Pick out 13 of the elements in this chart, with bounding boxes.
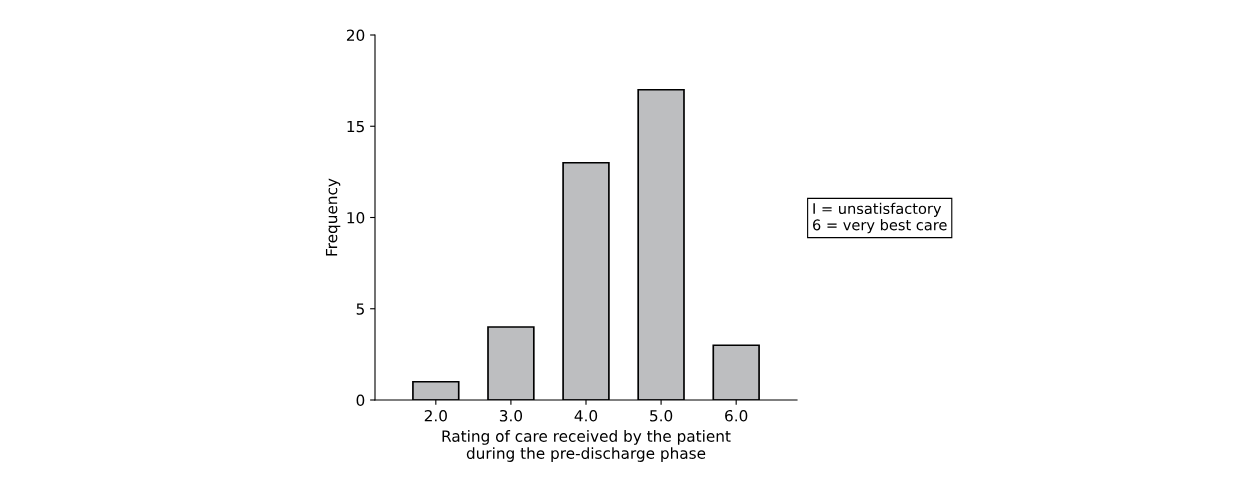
y-tick-label: 5 — [356, 303, 364, 315]
y-tick-label: 20 — [346, 29, 365, 42]
x-tick-label: 6.0 — [725, 409, 748, 422]
x-tick-label: 3.0 — [499, 409, 523, 422]
x-tick-label: 5.0 — [650, 409, 673, 422]
y-axis-title: Frequency — [325, 178, 341, 256]
x-tick-label: 2.0 — [424, 409, 447, 422]
x-tick-label: 4.0 — [574, 409, 598, 422]
y-tick-label: 10 — [347, 211, 365, 224]
x-axis-title: Rating of care received by the patient during the pre-discharge phase — [442, 430, 731, 462]
y-tick-label: 15 — [347, 120, 364, 133]
y-tick-label: 0 — [356, 394, 365, 407]
text: I = unsatisfactory 6 = very best care — [813, 202, 947, 234]
